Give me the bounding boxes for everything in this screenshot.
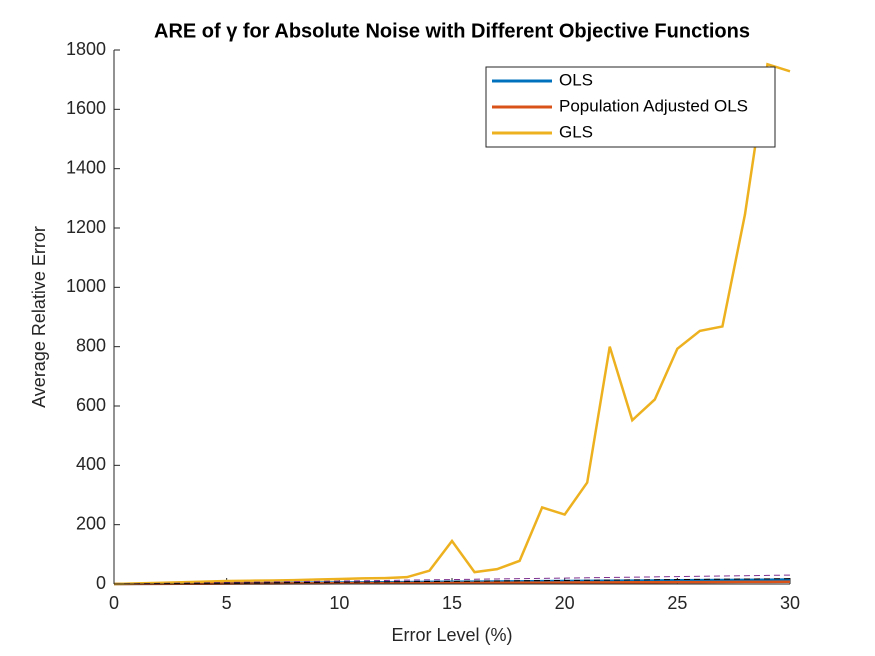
y-tick-label: 0 — [96, 573, 106, 593]
legend-label: GLS — [559, 122, 593, 141]
y-tick-label: 800 — [76, 335, 106, 355]
line-series — [113, 62, 791, 586]
x-tick-label: 5 — [222, 593, 232, 613]
y-tick-label: 1800 — [66, 39, 106, 59]
y-tick-label: 600 — [76, 395, 106, 415]
legend-label: Population Adjusted OLS — [559, 96, 748, 115]
x-tick-label: 20 — [555, 593, 575, 613]
x-tick-label: 30 — [780, 593, 800, 613]
x-tick-label: 10 — [329, 593, 349, 613]
y-tick-label: 1600 — [66, 98, 106, 118]
x-axis-label: Error Level (%) — [391, 625, 512, 645]
line-series — [113, 578, 791, 585]
y-tick-label: 200 — [76, 513, 106, 533]
legend-label: OLS — [559, 70, 593, 89]
y-axis-label: Average Relative Error — [29, 226, 49, 408]
y-tick-label: 1400 — [66, 157, 106, 177]
y-tick-label: 1200 — [66, 217, 106, 237]
chart-title: ARE of γ for Absolute Noise with Differe… — [154, 20, 750, 42]
x-tick-label: 15 — [442, 593, 462, 613]
line-series — [113, 574, 791, 585]
y-tick-label: 1000 — [66, 276, 106, 296]
x-tick-label: 0 — [109, 593, 119, 613]
x-tick-label: 25 — [667, 593, 687, 613]
y-tick-label: 400 — [76, 454, 106, 474]
